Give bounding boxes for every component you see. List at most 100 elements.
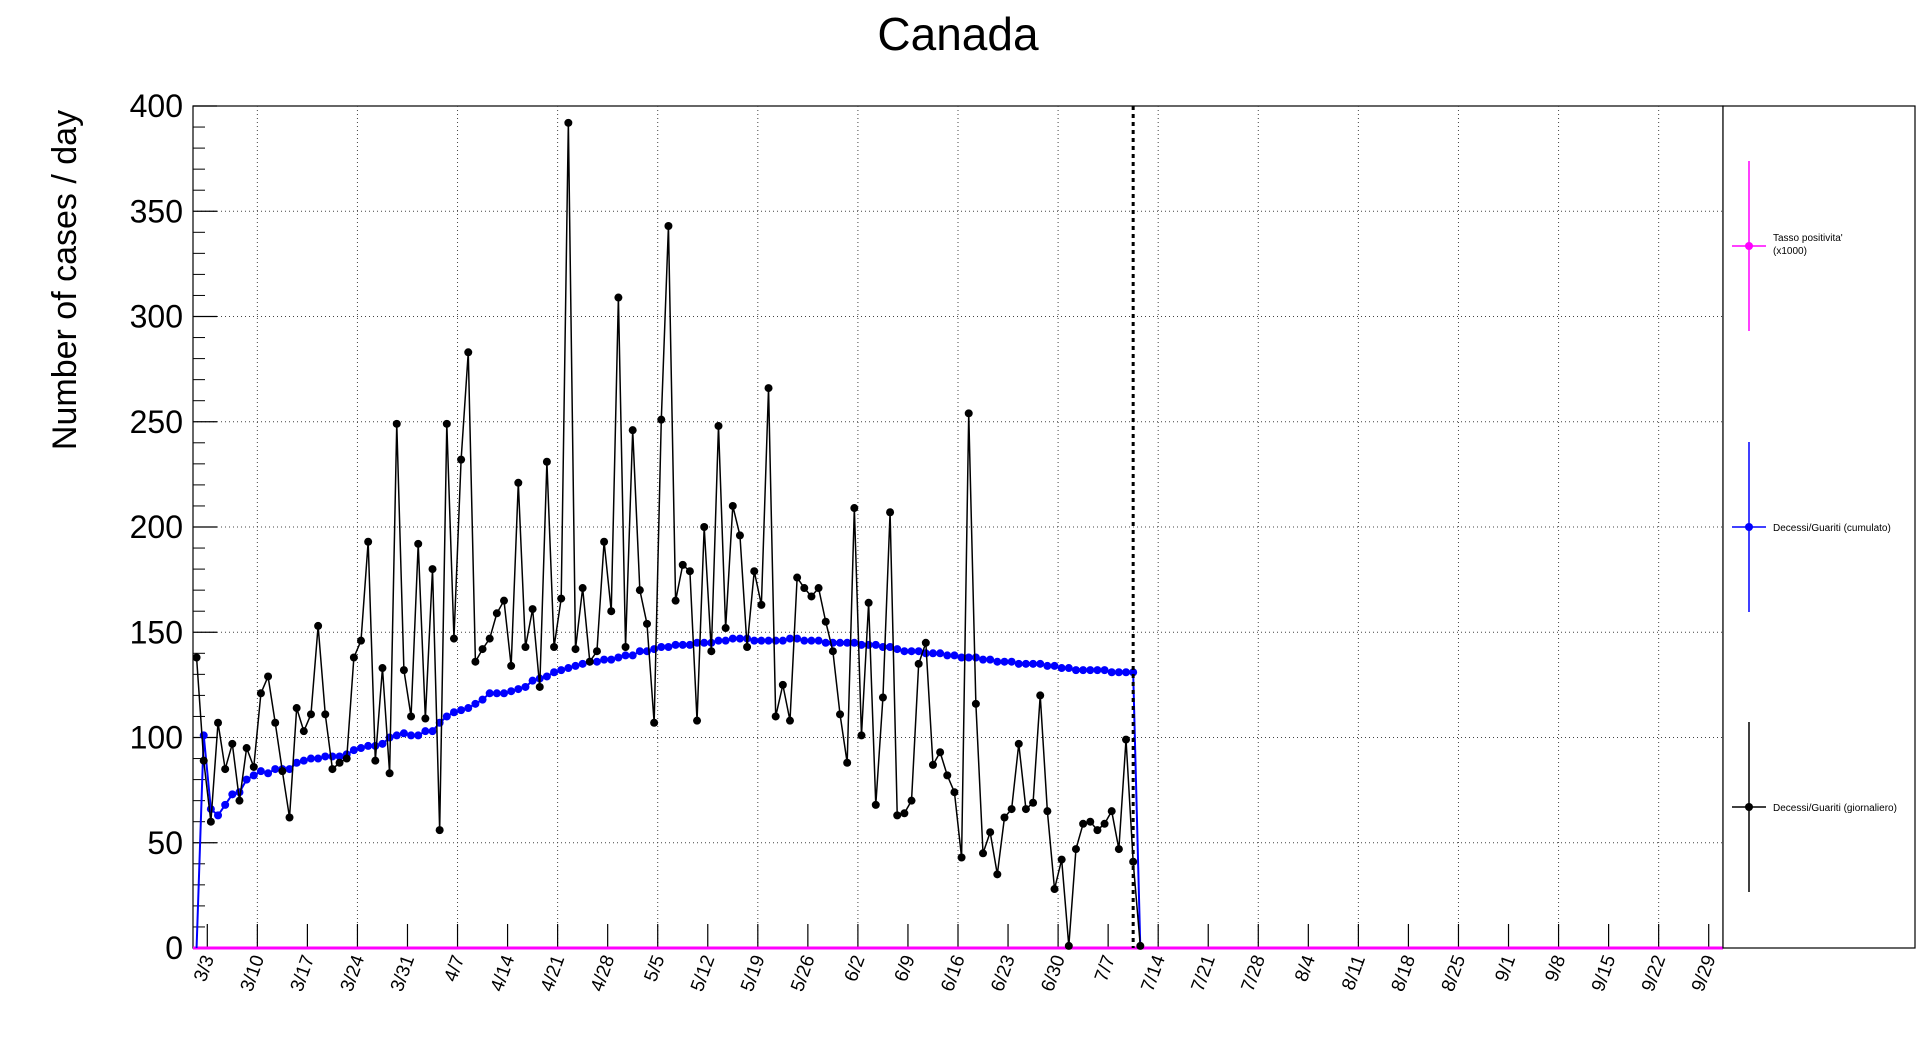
data-point-cumulative	[693, 638, 702, 647]
data-point-daily	[271, 718, 280, 727]
data-point-cumulative	[664, 642, 673, 651]
data-point-cumulative	[1007, 657, 1016, 666]
data-point-daily	[492, 609, 501, 618]
data-point-cumulative	[228, 790, 237, 799]
x-tick-label: 3/31	[387, 953, 419, 995]
data-point-cumulative	[971, 653, 980, 662]
x-tick-label: 5/5	[641, 953, 670, 985]
x-tick-label: 7/28	[1238, 953, 1270, 995]
x-tick-label: 6/9	[891, 953, 920, 985]
data-point-daily	[1093, 826, 1102, 835]
data-point-daily	[385, 769, 394, 778]
data-point-cumulative	[1057, 664, 1066, 673]
data-point-cumulative	[614, 653, 623, 662]
data-point-daily	[550, 642, 559, 651]
data-point-cumulative	[550, 668, 559, 677]
data-point-cumulative	[1071, 666, 1080, 675]
data-point-daily	[542, 457, 551, 466]
y-tick-label: 400	[130, 88, 183, 124]
data-point-daily	[628, 426, 637, 435]
data-point-cumulative	[314, 754, 323, 763]
data-point-daily	[621, 642, 630, 651]
data-point-cumulative	[871, 640, 880, 649]
data-point-cumulative	[256, 767, 265, 776]
data-point-cumulative	[793, 634, 802, 643]
data-point-daily	[950, 788, 959, 797]
legend: Tasso positivita' (x1000) Decessi/Guariti …	[1732, 161, 1897, 892]
data-point-daily	[507, 661, 516, 670]
data-point-cumulative	[421, 727, 430, 736]
x-tick-label: 9/15	[1588, 953, 1620, 995]
x-tick-label: 9/8	[1541, 953, 1570, 985]
x-tick-label: 9/22	[1638, 953, 1670, 995]
y-tick-label: 50	[147, 825, 183, 861]
x-axis: 3/3 3/10 3/17 3/24 3/31 4/7 4/14 4/21 4/28 5/5 5/1…	[190, 924, 1720, 994]
chart-title: Canada	[877, 8, 1039, 60]
legend-label: Tasso positivita' (x1000)	[1773, 233, 1843, 257]
data-point-cumulative	[1050, 661, 1059, 670]
data-point-cumulative	[242, 775, 251, 784]
data-point-cumulative	[807, 636, 816, 645]
data-point-cumulative	[950, 651, 959, 660]
data-point-daily	[1050, 885, 1059, 894]
data-point-daily	[764, 384, 773, 393]
data-point-cumulative	[1107, 668, 1116, 677]
data-point-cumulative	[271, 765, 280, 774]
data-point-daily	[971, 699, 980, 708]
grid-lines	[193, 106, 1723, 948]
data-point-cumulative	[771, 636, 780, 645]
data-point-cumulative	[221, 800, 230, 809]
x-tick-label: 6/30	[1037, 953, 1069, 995]
data-point-daily	[407, 712, 416, 721]
x-tick-label: 8/25	[1438, 953, 1470, 995]
data-point-cumulative	[657, 642, 666, 651]
data-point-cumulative	[621, 651, 630, 660]
data-point-cumulative	[1079, 666, 1088, 675]
data-point-daily	[671, 596, 680, 605]
data-point-cumulative	[957, 653, 966, 662]
data-point-cumulative	[571, 661, 580, 670]
data-point-daily	[1014, 739, 1023, 748]
data-point-cumulative	[986, 655, 995, 664]
data-point-cumulative	[757, 636, 766, 645]
x-tick-label: 3/17	[287, 953, 319, 995]
data-point-daily	[607, 607, 616, 616]
data-point-daily	[664, 221, 673, 230]
data-point-daily	[864, 598, 873, 607]
data-point-daily	[878, 693, 887, 702]
data-point-cumulative	[964, 653, 973, 662]
x-tick-label: 4/28	[587, 953, 619, 995]
data-point-cumulative	[285, 765, 294, 774]
data-point-cumulative	[778, 636, 787, 645]
data-point-daily	[1107, 807, 1116, 816]
data-point-cumulative	[349, 746, 358, 755]
data-point-cumulative	[843, 638, 852, 647]
data-point-cumulative	[678, 640, 687, 649]
data-point-cumulative	[993, 657, 1002, 666]
data-point-daily	[321, 710, 330, 719]
data-point-cumulative	[299, 756, 308, 765]
data-point-daily	[349, 653, 358, 662]
data-point-daily	[728, 501, 737, 510]
data-point-daily	[807, 592, 816, 601]
data-point-daily	[1122, 735, 1131, 744]
data-point-daily	[399, 666, 408, 675]
data-point-daily	[1021, 805, 1030, 814]
data-point-daily	[428, 565, 437, 574]
x-tick-label: 5/12	[687, 953, 719, 995]
data-point-cumulative	[600, 655, 609, 664]
data-point-daily	[435, 826, 444, 835]
y-tick-label: 300	[130, 299, 183, 335]
data-point-daily	[928, 760, 937, 769]
data-point-cumulative	[442, 712, 451, 721]
data-point-daily	[1079, 819, 1088, 828]
data-point-cumulative	[907, 647, 916, 656]
data-point-cumulative	[306, 754, 315, 763]
data-point-cumulative	[785, 634, 794, 643]
data-point-cumulative	[378, 739, 387, 748]
data-point-cumulative	[650, 645, 659, 654]
data-point-cumulative	[714, 636, 723, 645]
data-point-daily	[585, 657, 594, 666]
data-point-daily	[199, 756, 208, 765]
data-point-cumulative	[414, 731, 423, 740]
